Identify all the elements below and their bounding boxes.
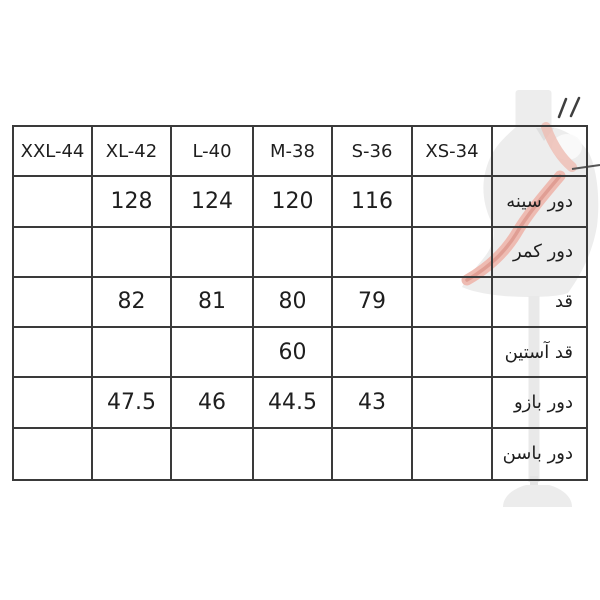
double-slash-marks-icon [557,97,568,119]
value-cell [254,227,333,278]
value-cell: 46 [172,378,254,429]
value-cell [333,227,413,278]
mannequin-pole-knob [530,476,538,486]
value-cell [172,328,254,379]
value-cell [93,428,172,479]
size-header-cell: M-38 [254,127,333,178]
value-cell: 44.5 [254,378,333,429]
size-header-cell: XL-42 [93,127,172,178]
size-header-cell: L-40 [172,127,254,178]
measurement-label-cell: دور سینه [493,177,586,228]
value-cell [14,277,93,329]
mannequin-base [503,485,572,507]
value-cell [172,428,254,479]
label-column-header-cell [493,127,586,178]
value-cell [413,378,493,429]
value-cell: 128 [93,177,172,228]
value-cell [413,277,493,329]
mannequin-pole [528,296,540,482]
size-chart-table: XXL-44 XL-42 L-40 M-38 S-36 XS-34 128 12… [12,125,588,481]
value-cell: 124 [172,177,254,228]
value-cell [333,328,413,379]
value-cell: 81 [172,277,254,329]
value-cell: 43 [333,378,413,429]
value-cell [93,328,172,379]
value-cell [14,428,93,479]
value-cell [93,227,172,278]
value-cell: 80 [254,277,333,329]
value-cell [413,227,493,278]
measuring-tape-core [465,174,562,282]
value-cell: 60 [254,328,333,379]
value-cell [413,177,493,228]
measurement-label-cell: دور بازو [493,378,586,429]
mannequin-neck [515,90,552,128]
value-cell [333,428,413,479]
value-cell [14,177,93,228]
value-cell: 82 [93,277,172,329]
value-cell [14,227,93,278]
value-cell [413,328,493,379]
size-header-cell: XXL-44 [14,127,93,178]
value-cell [413,428,493,479]
measurement-label-cell: دور کمر [493,228,586,278]
double-slash-marks-icon [569,96,581,118]
value-cell: 120 [254,177,333,228]
size-header-cell: S-36 [333,127,413,178]
value-cell: 47.5 [93,378,172,429]
value-cell [14,378,93,429]
measurement-label-cell: قد [493,278,586,329]
measurement-label-cell: دور باسن [502,443,573,465]
value-cell: 116 [333,177,413,228]
value-cell [14,328,93,379]
measurement-label-cell: قد آستین [493,328,586,379]
value-cell [172,227,254,278]
measuring-tape-upper [541,122,577,172]
size-header-cell: XS-34 [413,127,493,178]
value-cell: 79 [333,277,413,329]
value-cell [254,428,333,479]
